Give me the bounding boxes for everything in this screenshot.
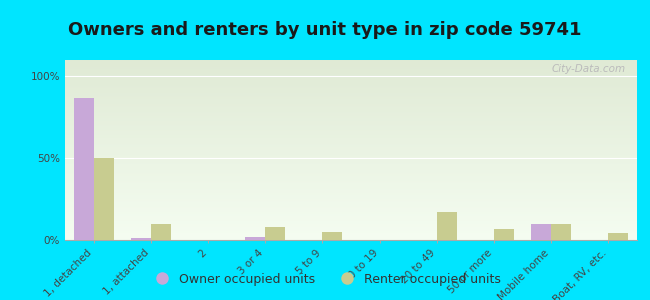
Bar (131, 238, 151, 240)
Bar (265, 227, 285, 240)
Text: Owners and renters by unit type in zip code 59741: Owners and renters by unit type in zip c… (68, 21, 582, 39)
Bar (94, 158, 114, 240)
Bar (494, 229, 514, 240)
Bar (73, 98, 94, 240)
Bar (608, 233, 629, 240)
Bar (245, 237, 265, 240)
Text: City-Data.com: City-Data.com (551, 64, 625, 74)
Bar (531, 224, 551, 240)
Bar (551, 224, 571, 240)
Bar (437, 212, 457, 240)
Bar (322, 232, 343, 240)
Bar (151, 224, 171, 240)
Legend: Owner occupied units, Renter occupied units: Owner occupied units, Renter occupied un… (144, 268, 506, 291)
